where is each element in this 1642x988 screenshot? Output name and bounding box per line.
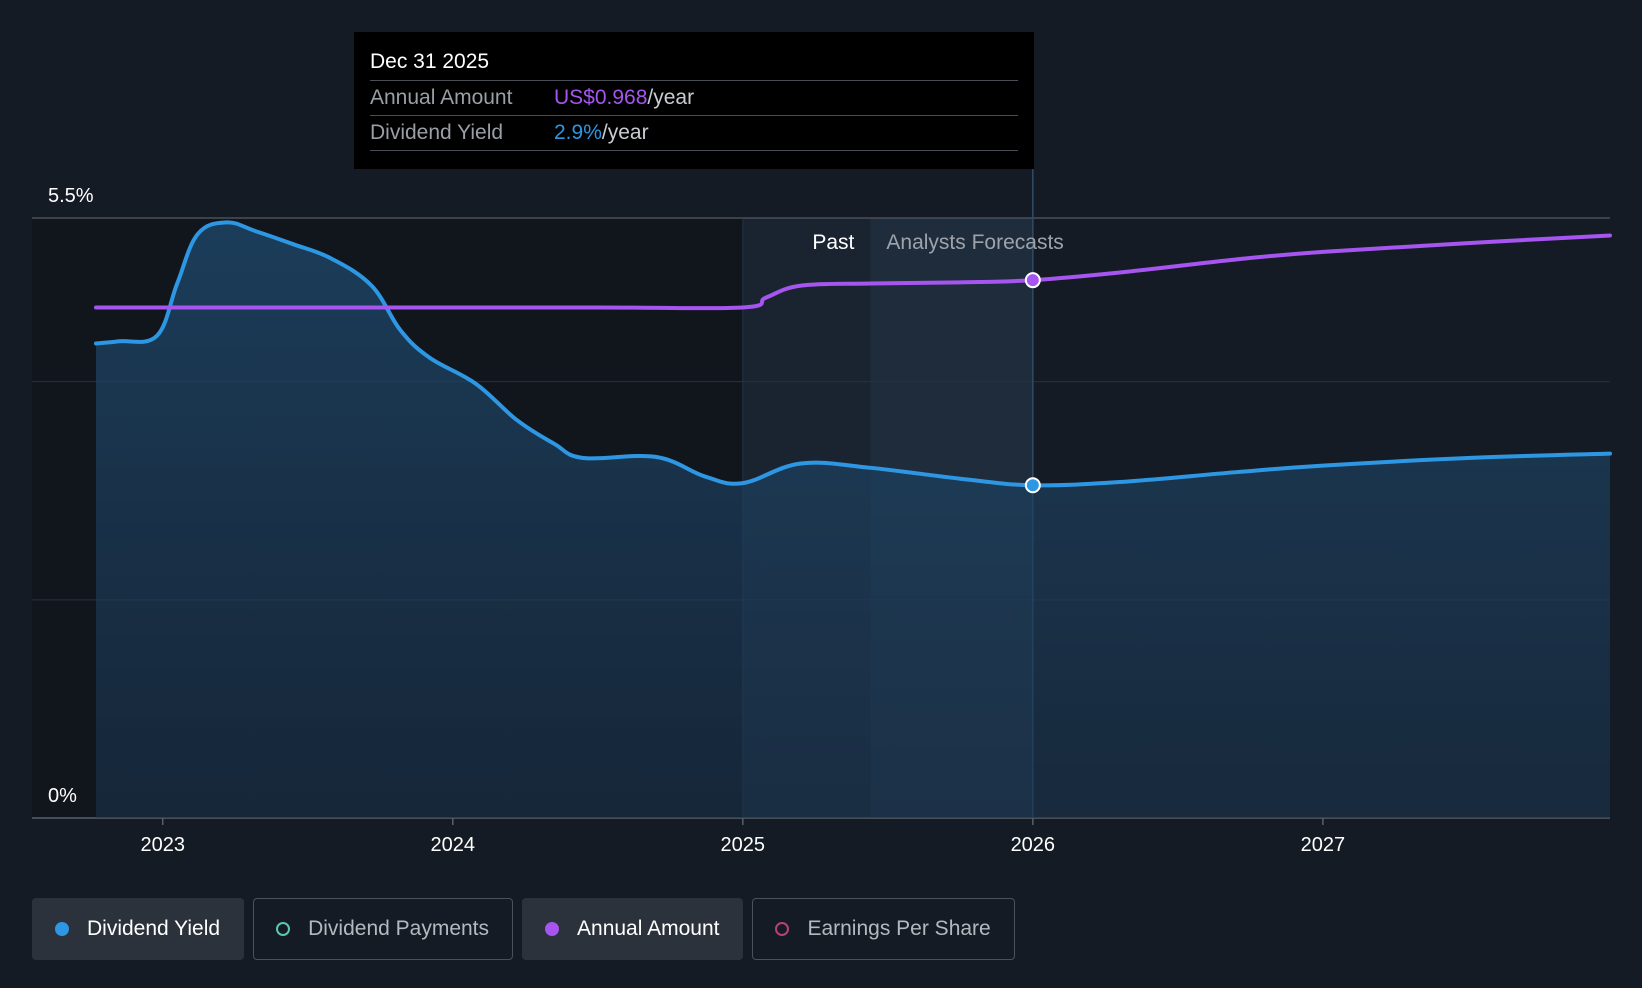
legend-label: Dividend Yield [87, 917, 221, 940]
legend-label: Dividend Payments [308, 917, 490, 940]
dividend-yield-marker[interactable] [1024, 477, 1041, 494]
legend-item-earnings-per-share[interactable]: Earnings Per Share [752, 898, 1015, 960]
tooltip-date: Dec 31 2025 [370, 46, 1018, 81]
chart-tooltip: Dec 31 2025 Annual Amount US$0.968 /year… [354, 32, 1034, 169]
x-tick-label: 2026 [1011, 834, 1056, 856]
y-tick-label: 0% [48, 785, 77, 807]
x-tick-label: 2025 [721, 834, 766, 856]
tooltip-label: Dividend Yield [370, 121, 504, 144]
tooltip-row-annual-amount: Annual Amount US$0.968 /year [370, 81, 1018, 116]
tooltip-unit: /year [647, 86, 695, 109]
legend-dot-icon [55, 922, 69, 936]
legend-item-dividend-payments[interactable]: Dividend Payments [253, 898, 514, 960]
legend-label: Annual Amount [577, 917, 720, 940]
y-tick-label: 5.5% [48, 185, 94, 207]
legend-item-annual-amount[interactable]: Annual Amount [522, 898, 744, 960]
legend-ring-icon [775, 922, 790, 936]
tooltip-row-dividend-yield: Dividend Yield 2.9% /year [370, 116, 1018, 151]
tooltip-value: US$0.968 [554, 86, 648, 109]
annual-amount-line [94, 233, 1612, 311]
tooltip-unit: /year [601, 121, 649, 144]
dividend-yield-line [94, 220, 1612, 488]
x-tick-label: 2027 [1301, 834, 1346, 856]
tooltip-label: Annual Amount [370, 86, 513, 109]
past-label: Past [812, 231, 854, 254]
tooltip-value: 2.9% [554, 121, 602, 144]
legend-label: Earnings Per Share [807, 917, 991, 940]
annual-amount-marker[interactable] [1024, 272, 1041, 289]
chart-legend: Dividend Yield Dividend Payments Annual … [32, 898, 1015, 960]
legend-item-dividend-yield[interactable]: Dividend Yield [32, 898, 245, 960]
legend-ring-icon [276, 922, 291, 936]
dividend-yield-area [96, 222, 1610, 819]
legend-dot-icon [545, 922, 560, 936]
forecast-label: Analysts Forecasts [886, 231, 1063, 254]
x-tick-label: 2023 [140, 834, 185, 856]
x-tick-label: 2024 [430, 834, 475, 856]
